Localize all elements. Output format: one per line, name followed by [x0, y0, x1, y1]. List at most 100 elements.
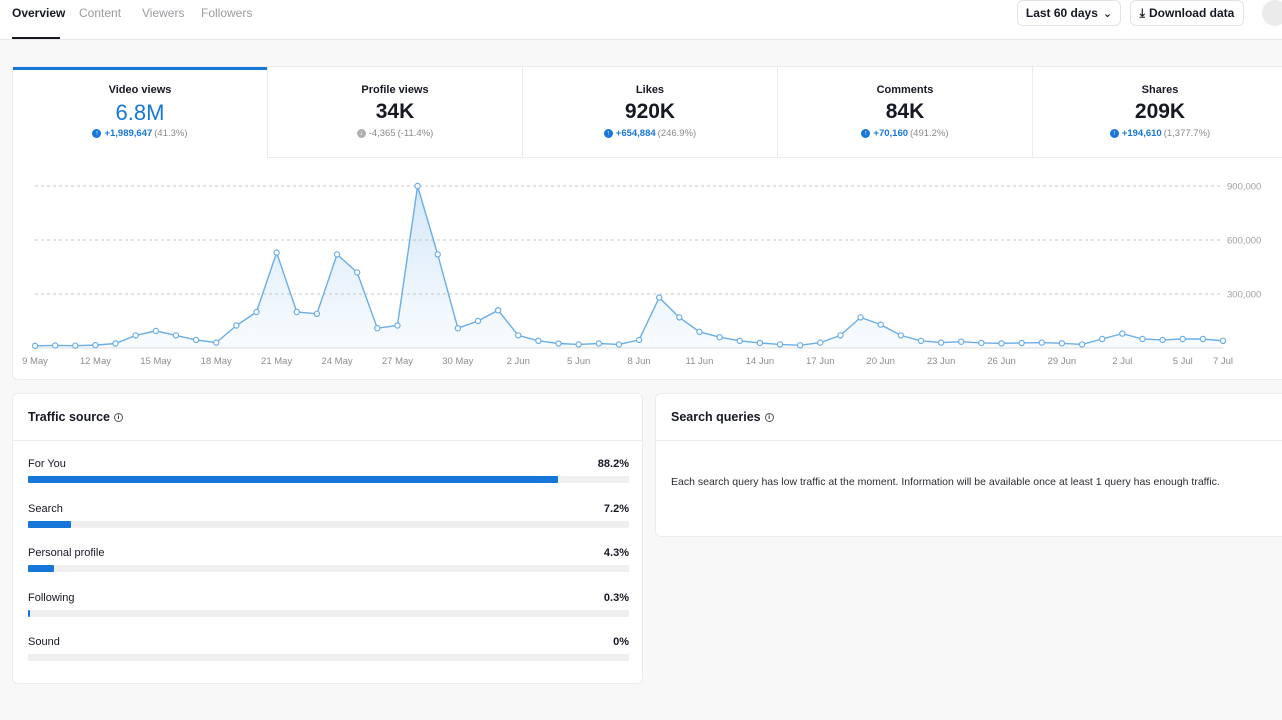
- metric-tile-comments[interactable]: Comments 84K ↑ +70,160 (491.2%): [778, 67, 1033, 158]
- search-queries-heading: Search queries: [671, 410, 761, 424]
- x-tick-label: 5 Jun: [567, 356, 590, 367]
- data-point: [958, 338, 965, 345]
- data-point: [374, 325, 381, 332]
- metric-delta-percent: (491.2%): [910, 128, 949, 139]
- traffic-source-percent: 88.2%: [597, 458, 629, 470]
- download-icon: ⤓: [1139, 5, 1145, 20]
- info-icon[interactable]: i: [113, 412, 123, 422]
- divider: [13, 440, 642, 441]
- metric-tile-video-views[interactable]: Video views 6.8M ↑ +1,989,647 (41.3%): [13, 67, 268, 158]
- arrow-down-icon: ↓: [356, 129, 366, 138]
- y-tick-label: 300,000: [1227, 290, 1261, 301]
- avatar[interactable]: [1262, 0, 1282, 26]
- metric-label: Comments: [876, 84, 934, 96]
- tab-overview[interactable]: Overview: [12, 6, 66, 20]
- metric-tile-likes[interactable]: Likes 920K ↑ +654,884 (246.9%): [523, 67, 778, 158]
- data-point: [474, 317, 482, 325]
- x-tick-label: 20 Jun: [866, 356, 895, 367]
- y-tick-label: 900,000: [1227, 182, 1261, 193]
- data-point: [1219, 337, 1227, 344]
- data-point: [132, 332, 139, 339]
- data-point: [615, 341, 623, 348]
- data-point: [1098, 335, 1106, 343]
- traffic-source-row: Search 7.2%: [28, 503, 629, 537]
- metric-change: ↓ -4,365 (-11.4%): [268, 128, 522, 139]
- data-point: [978, 339, 985, 347]
- data-point: [1159, 336, 1166, 344]
- metric-change: ↑ +1,989,647 (41.3%): [13, 128, 267, 139]
- progress-fill: [28, 476, 559, 483]
- x-tick-label: 26 Jun: [987, 356, 1016, 367]
- x-tick-label: 30 May: [442, 356, 473, 367]
- data-point: [454, 325, 462, 332]
- metric-delta-percent: (41.3%): [154, 128, 188, 139]
- tab-followers[interactable]: Followers: [201, 6, 253, 20]
- x-tick-label: 14 Jun: [746, 356, 775, 367]
- progress-track: [28, 565, 629, 572]
- metric-delta: +70,160: [873, 128, 909, 139]
- traffic-source-percent: 0%: [613, 636, 629, 648]
- data-point: [353, 269, 361, 276]
- data-point: [1139, 335, 1146, 343]
- traffic-source-heading: Traffic source: [28, 410, 110, 424]
- data-point: [233, 322, 240, 329]
- date-range-dropdown[interactable]: Last 60 days ⌄: [1017, 0, 1121, 26]
- metric-delta-percent: (-11.4%): [397, 128, 434, 139]
- data-point: [776, 341, 784, 348]
- x-tick-label: 5 Jul: [1173, 356, 1193, 367]
- data-point: [213, 339, 220, 346]
- data-point: [1119, 330, 1126, 337]
- x-tick-label: 29 Jun: [1048, 356, 1077, 367]
- data-point: [51, 342, 59, 349]
- metric-delta: +654,884: [615, 128, 656, 139]
- data-point: [192, 336, 200, 344]
- data-point: [1038, 339, 1045, 346]
- traffic-source-row: Sound 0%: [28, 636, 629, 670]
- data-point: [897, 332, 905, 339]
- data-point: [716, 334, 723, 341]
- data-point: [937, 339, 945, 346]
- data-point: [575, 341, 582, 348]
- progress-track: [28, 609, 629, 617]
- traffic-source-label: Search: [28, 502, 63, 515]
- metric-change: ↑ +70,160 (491.2%): [778, 128, 1032, 139]
- metric-value: 209K: [1134, 100, 1186, 123]
- search-queries-title: Search queries i: [671, 410, 774, 424]
- arrow-up-icon: ↑: [603, 129, 613, 138]
- tab-viewers[interactable]: Viewers: [142, 6, 185, 20]
- traffic-source-title: Traffic source i: [28, 410, 123, 424]
- metric-change: ↑ +194,610 (1,377.7%): [1033, 128, 1282, 139]
- x-tick-label: 21 May: [261, 356, 292, 367]
- metric-tile-profile-views[interactable]: Profile views 34K ↓ -4,365 (-11.4%): [268, 67, 523, 158]
- traffic-source-percent: 7.2%: [603, 502, 629, 515]
- metric-delta-percent: (1,377.7%): [1163, 128, 1211, 139]
- data-point: [394, 322, 401, 329]
- info-icon[interactable]: i: [764, 412, 774, 422]
- metric-delta: +1,989,647: [104, 128, 153, 139]
- x-tick-label: 24 May: [321, 356, 352, 367]
- tab-content[interactable]: Content: [79, 6, 122, 20]
- progress-track: [28, 476, 629, 483]
- data-point: [172, 332, 180, 339]
- data-point: [656, 294, 663, 301]
- arrow-up-icon: ↑: [861, 129, 871, 138]
- traffic-source-card: Traffic source i For You 88.2% Search 7.2% P…: [12, 393, 643, 684]
- data-point: [313, 310, 321, 317]
- chevron-down-icon: ⌄: [1102, 7, 1113, 20]
- metric-value: 920K: [624, 100, 676, 123]
- traffic-source-row: Personal profile 4.3%: [28, 547, 629, 581]
- metric-delta-percent: (246.9%): [657, 128, 697, 139]
- download-data-label: Download data: [1148, 6, 1235, 20]
- data-point: [1018, 339, 1025, 347]
- data-point: [1078, 341, 1086, 348]
- data-point: [72, 342, 79, 349]
- data-point: [112, 340, 119, 347]
- metric-delta: -4,365: [368, 128, 396, 139]
- metric-tile-shares[interactable]: Shares 209K ↑ +194,610 (1,377.7%): [1033, 67, 1282, 158]
- series-area: [35, 186, 1223, 348]
- traffic-source-row: Following 0.3%: [28, 592, 629, 626]
- download-data-button[interactable]: ⤓ Download data: [1130, 0, 1244, 26]
- data-point: [1199, 335, 1207, 343]
- data-point: [414, 182, 421, 190]
- traffic-source-percent: 0.3%: [603, 591, 629, 604]
